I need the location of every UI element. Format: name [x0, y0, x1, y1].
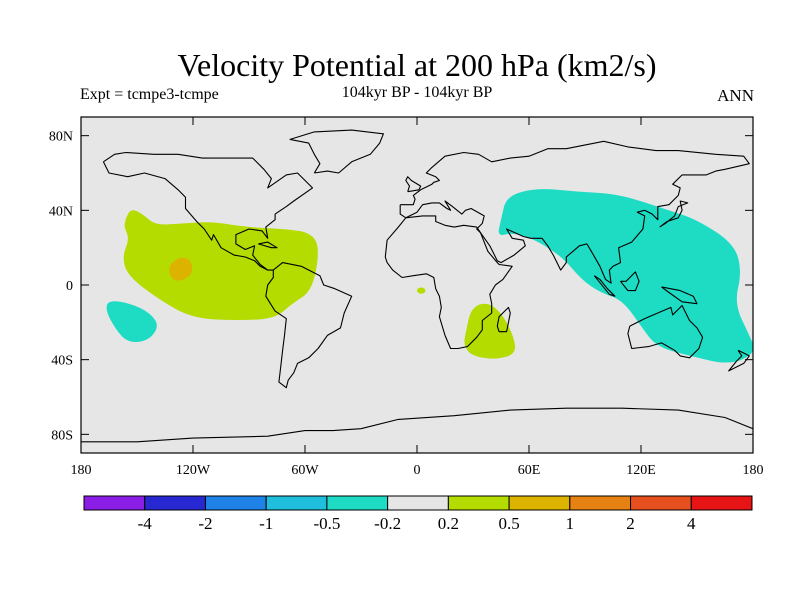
x-tick-label: 180 [743, 463, 764, 478]
coast-north-america [103, 151, 314, 271]
x-tick-label: 60W [291, 463, 319, 478]
colorbar-swatch [569, 495, 632, 511]
coast-antarctica [81, 407, 753, 443]
x-axis: 180 120W 60W 0 60E 120E 180 [71, 117, 764, 478]
colorbar-label: 2 [626, 514, 635, 533]
colorbar-swatch [326, 495, 389, 511]
coast-sumatra [593, 275, 616, 297]
colorbar-label: -4 [138, 514, 153, 533]
coast-north-america-west [102, 161, 268, 271]
chart-subtitle-left: Expt = tcmpe3-tcmpe [80, 86, 219, 103]
colorbar-swatch [387, 495, 449, 511]
colorbar-swatch [265, 495, 328, 511]
y-tick-label: 80S [51, 428, 73, 443]
chart-subtitle-center: 104kyr BP - 104kyr BP [342, 84, 493, 101]
y-tick-label: 0 [66, 279, 73, 294]
coast-greenland [289, 129, 384, 174]
y-tick-label: 40S [51, 354, 73, 369]
coast-madagascar [496, 306, 511, 333]
region-west-africa-small-positive [417, 287, 426, 294]
region-southeast-africa-positive [464, 303, 516, 359]
colorbar-label: -0.2 [374, 514, 401, 533]
colorbar-label: 0.5 [498, 514, 519, 533]
colorbar-label: -0.5 [313, 514, 340, 533]
x-tick-label: 60E [518, 463, 541, 478]
coast-cuba [258, 241, 278, 249]
chart-title: Velocity Potential at 200 hPa (km2/s) [177, 47, 656, 83]
colorbar-swatch [508, 495, 571, 511]
colorbar-swatch [447, 495, 510, 511]
colorbar-label: 4 [687, 514, 696, 533]
coast-borneo [620, 271, 640, 292]
colorbar-swatch [690, 495, 753, 511]
colorbar: -4 -2 -1 -0.5 -0.2 0.2 0.5 1 2 4 [83, 495, 753, 533]
colorbar-label: -2 [198, 514, 212, 533]
coast-japan [659, 200, 689, 228]
colorbar-swatch [83, 495, 146, 511]
colorbar-label: 1 [566, 514, 575, 533]
coast-new-zealand [728, 349, 750, 372]
colorbar-swatch [630, 495, 692, 511]
x-tick-label: 120W [176, 463, 211, 478]
colorbar-label: 0.2 [438, 514, 459, 533]
coast-new-guinea [661, 286, 698, 305]
chart-subtitle-right: ANN [717, 86, 754, 105]
colorbar-label: -1 [259, 514, 273, 533]
region-south-pacific-negative [106, 301, 157, 343]
y-axis: 80N 40N 0 40S 80S [49, 130, 753, 443]
x-tick-label: 180 [71, 463, 92, 478]
coast-australia [627, 304, 704, 359]
coast-africa [384, 215, 513, 350]
colorbar-swatch [144, 495, 206, 511]
coast-uk [405, 176, 422, 193]
coast-south-america [265, 262, 353, 389]
y-tick-label: 40N [49, 204, 73, 219]
y-tick-label: 80N [49, 130, 73, 145]
region-east-pacific-americas-positive [123, 210, 318, 320]
x-tick-label: 120E [626, 463, 656, 478]
colorbar-swatch [204, 495, 267, 511]
coast-eurasia [399, 140, 750, 284]
x-tick-label: 0 [414, 463, 421, 478]
coastlines [81, 129, 753, 443]
region-east-pacific-core [169, 257, 193, 281]
